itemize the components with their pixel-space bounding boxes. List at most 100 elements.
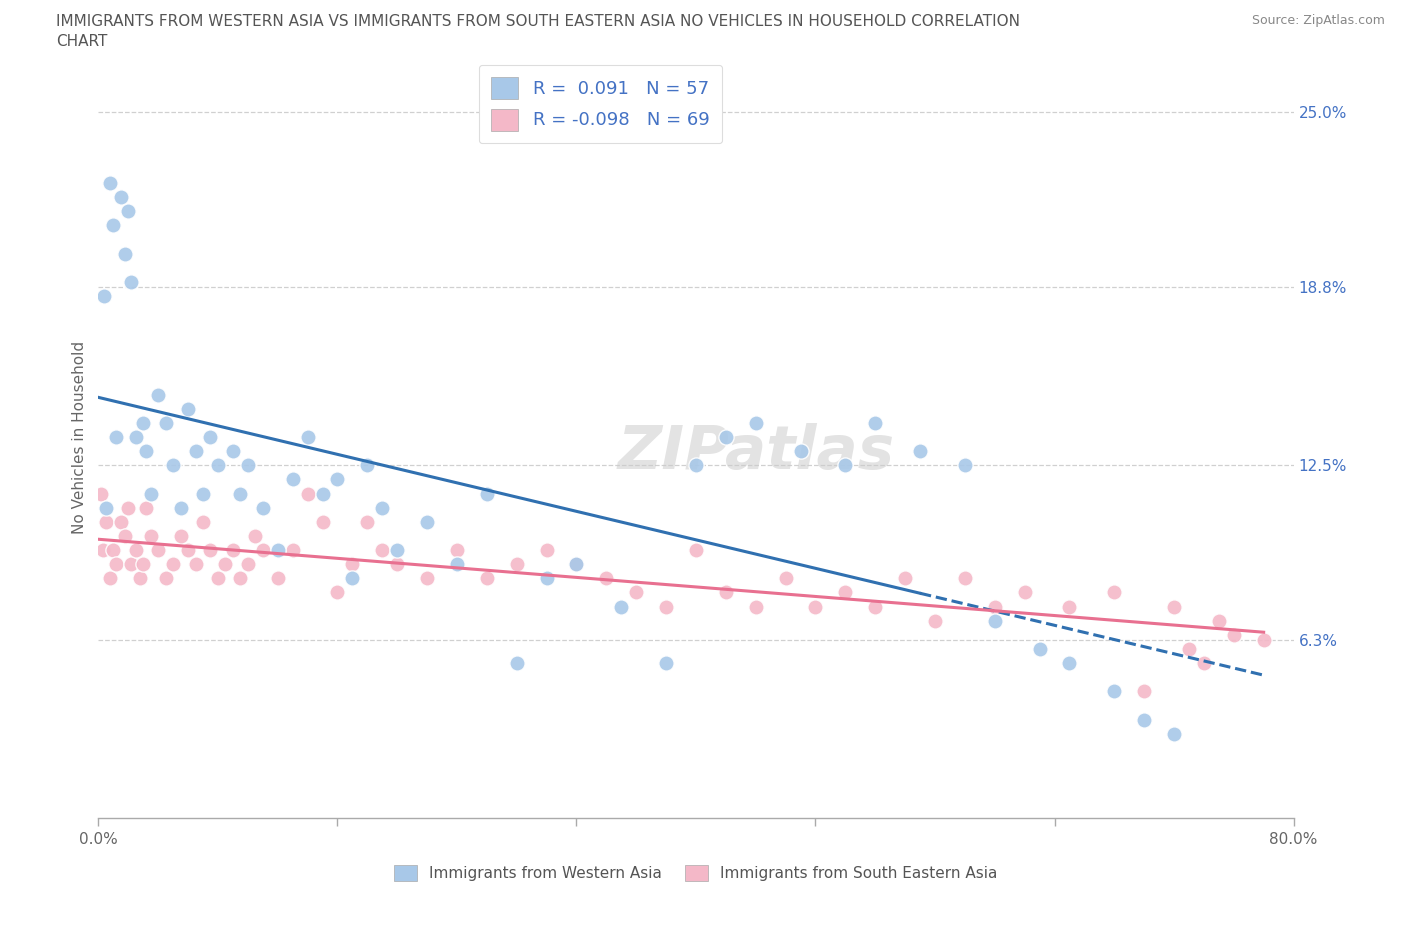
Point bbox=[342, 557, 364, 572]
Point bbox=[191, 514, 214, 529]
Point bbox=[93, 288, 115, 303]
Point bbox=[155, 416, 177, 431]
Point bbox=[94, 500, 117, 515]
Point bbox=[311, 514, 333, 529]
Point bbox=[129, 571, 152, 586]
Point bbox=[356, 458, 378, 472]
Point bbox=[214, 557, 236, 572]
Point bbox=[416, 571, 439, 586]
Point bbox=[342, 571, 364, 586]
Point bbox=[506, 557, 529, 572]
Text: Source: ZipAtlas.com: Source: ZipAtlas.com bbox=[1251, 14, 1385, 27]
Point bbox=[1163, 726, 1185, 741]
Point bbox=[132, 557, 155, 572]
Point bbox=[385, 542, 409, 557]
Point bbox=[1223, 628, 1246, 643]
Point bbox=[267, 542, 290, 557]
Point bbox=[245, 528, 267, 543]
Point bbox=[200, 430, 222, 445]
Point bbox=[924, 613, 946, 628]
Point bbox=[252, 500, 274, 515]
Point bbox=[475, 571, 498, 586]
Point bbox=[1014, 585, 1036, 600]
Point bbox=[207, 571, 229, 586]
Point bbox=[894, 571, 917, 586]
Point bbox=[1104, 585, 1126, 600]
Point bbox=[229, 571, 252, 586]
Point bbox=[565, 557, 588, 572]
Point bbox=[536, 542, 558, 557]
Point bbox=[953, 571, 976, 586]
Point bbox=[865, 416, 887, 431]
Point bbox=[162, 458, 184, 472]
Point bbox=[834, 458, 856, 472]
Point bbox=[98, 176, 122, 191]
Point bbox=[685, 458, 707, 472]
Point bbox=[155, 571, 177, 586]
Point bbox=[169, 528, 191, 543]
Point bbox=[110, 190, 132, 205]
Point bbox=[98, 571, 122, 586]
Point bbox=[132, 416, 155, 431]
Point bbox=[475, 486, 498, 501]
Point bbox=[326, 472, 349, 487]
Point bbox=[1192, 656, 1215, 671]
Point bbox=[1104, 684, 1126, 698]
Point bbox=[506, 656, 529, 671]
Point bbox=[297, 430, 319, 445]
Point bbox=[120, 274, 142, 289]
Point bbox=[385, 557, 409, 572]
Point bbox=[135, 444, 157, 458]
Point bbox=[984, 599, 1007, 614]
Point bbox=[953, 458, 976, 472]
Point bbox=[789, 444, 811, 458]
Point bbox=[110, 514, 132, 529]
Point bbox=[281, 542, 304, 557]
Point bbox=[114, 246, 136, 261]
Point bbox=[135, 500, 157, 515]
Point bbox=[184, 444, 207, 458]
Point bbox=[714, 585, 737, 600]
Point bbox=[804, 599, 827, 614]
Point bbox=[207, 458, 229, 472]
Point bbox=[114, 528, 136, 543]
Point bbox=[267, 571, 290, 586]
Point bbox=[745, 416, 768, 431]
Point bbox=[326, 585, 349, 600]
Point bbox=[148, 542, 170, 557]
Point bbox=[105, 430, 128, 445]
Point bbox=[416, 514, 439, 529]
Point bbox=[222, 542, 245, 557]
Point bbox=[281, 472, 304, 487]
Point bbox=[177, 542, 200, 557]
Point bbox=[446, 542, 468, 557]
Point bbox=[103, 218, 125, 232]
Point bbox=[356, 514, 378, 529]
Y-axis label: No Vehicles in Household: No Vehicles in Household bbox=[72, 340, 87, 534]
Text: ZIPatlas: ZIPatlas bbox=[617, 423, 894, 482]
Point bbox=[236, 557, 259, 572]
Point bbox=[908, 444, 931, 458]
Point bbox=[595, 571, 617, 586]
Point bbox=[1253, 633, 1275, 648]
Point bbox=[162, 557, 184, 572]
Point bbox=[626, 585, 648, 600]
Point bbox=[536, 571, 558, 586]
Point bbox=[297, 486, 319, 501]
Point bbox=[1028, 642, 1050, 657]
Point bbox=[984, 613, 1007, 628]
Point bbox=[655, 599, 678, 614]
Point bbox=[685, 542, 707, 557]
Point bbox=[1059, 656, 1081, 671]
Point bbox=[1208, 613, 1230, 628]
Point bbox=[1163, 599, 1185, 614]
Point bbox=[117, 204, 139, 219]
Point bbox=[222, 444, 245, 458]
Point bbox=[139, 486, 162, 501]
Point bbox=[90, 486, 112, 501]
Text: IMMIGRANTS FROM WESTERN ASIA VS IMMIGRANTS FROM SOUTH EASTERN ASIA NO VEHICLES I: IMMIGRANTS FROM WESTERN ASIA VS IMMIGRAN… bbox=[56, 14, 1021, 29]
Point bbox=[1133, 712, 1156, 727]
Point bbox=[446, 557, 468, 572]
Point bbox=[169, 500, 191, 515]
Point bbox=[1059, 599, 1081, 614]
